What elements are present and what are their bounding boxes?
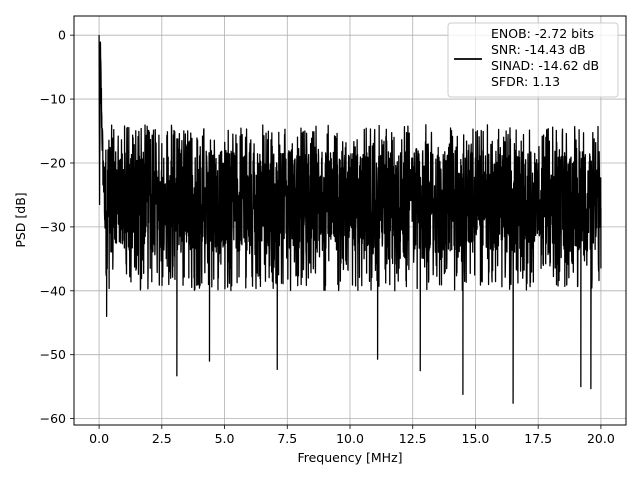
x-tick-label: 5.0 bbox=[215, 431, 235, 446]
series-layer bbox=[98, 35, 602, 404]
x-axis-label: Frequency [MHz] bbox=[297, 450, 402, 465]
x-tick-label: 2.5 bbox=[152, 431, 172, 446]
y-axis-label: PSD [dB] bbox=[13, 192, 28, 247]
y-tick-label: −50 bbox=[40, 347, 66, 362]
ticks: 0.0 2.5 5.0 7.5 10.0 12.5 15.0 17.5 20.0 0 −10 −20 −… bbox=[40, 28, 615, 446]
y-tick-label: −60 bbox=[40, 411, 66, 426]
legend-line-snr: SNR: -14.43 dB bbox=[491, 42, 586, 57]
x-tick-label: 7.5 bbox=[277, 431, 297, 446]
legend: ENOB: -2.72 bits SNR: -14.43 dB SINAD: -… bbox=[447, 22, 619, 98]
x-tick-label: 15.0 bbox=[462, 431, 490, 446]
legend-line-sinad: SINAD: -14.62 dB bbox=[491, 58, 599, 73]
y-tick-label: −40 bbox=[40, 283, 66, 298]
x-tick-label: 17.5 bbox=[524, 431, 552, 446]
y-tick-label: −10 bbox=[40, 92, 66, 107]
y-tick-label: 0 bbox=[58, 28, 66, 43]
x-tick-label: 12.5 bbox=[399, 431, 427, 446]
psd-series-line bbox=[98, 35, 602, 404]
y-tick-label: −20 bbox=[40, 155, 66, 170]
legend-box bbox=[447, 22, 619, 98]
legend-line-enob: ENOB: -2.72 bits bbox=[491, 26, 594, 41]
x-tick-label: 10.0 bbox=[336, 431, 364, 446]
x-tick-label: 20.0 bbox=[587, 431, 615, 446]
legend-line-sfdr: SFDR: 1.13 bbox=[491, 74, 560, 89]
y-tick-label: −30 bbox=[40, 219, 66, 234]
plot-area bbox=[98, 35, 602, 404]
x-tick-label: 0.0 bbox=[89, 431, 109, 446]
